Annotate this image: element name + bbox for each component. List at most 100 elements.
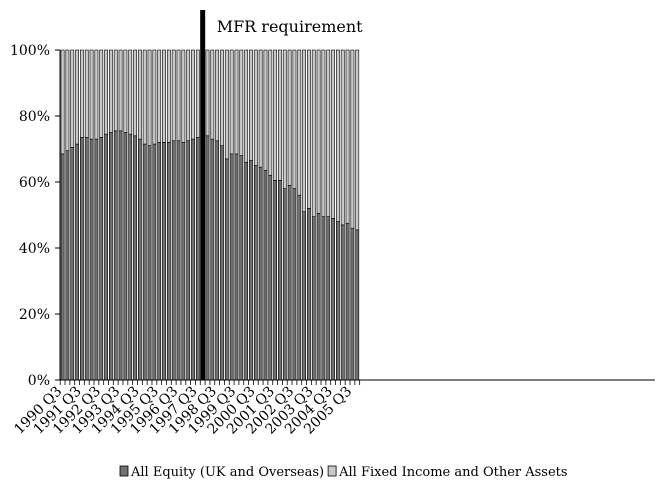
bar-segment-equity bbox=[157, 142, 162, 381]
bar-segment-equity bbox=[355, 229, 360, 381]
bar-segment-equity bbox=[113, 130, 118, 381]
bar-segment-equity bbox=[282, 188, 287, 381]
bar-segment-fixed-income bbox=[302, 49, 307, 212]
bar-segment-fixed-income bbox=[224, 49, 229, 160]
bar-segment-fixed-income bbox=[278, 49, 282, 181]
bar-segment-fixed-income bbox=[176, 49, 181, 142]
y-axis: 0% 20% 40% 60% 80% 100% bbox=[10, 43, 61, 389]
bar-segment-equity bbox=[287, 185, 292, 381]
bar-segment-fixed-income bbox=[340, 49, 345, 226]
bar-segment-equity bbox=[89, 138, 94, 381]
y-tick-label: 80% bbox=[19, 109, 50, 125]
y-tick-label: 20% bbox=[19, 307, 50, 323]
bar-segment-fixed-income bbox=[326, 49, 331, 217]
bar-segment-fixed-income bbox=[355, 49, 360, 231]
bar-segment-equity bbox=[210, 138, 215, 381]
bar-segment-equity bbox=[176, 140, 181, 381]
bar-segment-fixed-income bbox=[220, 49, 224, 146]
bar-segment-fixed-income bbox=[104, 49, 108, 135]
bar-segment-equity bbox=[273, 180, 278, 381]
bar-segment-fixed-income bbox=[345, 49, 350, 224]
bar-segment-fixed-income bbox=[137, 49, 142, 140]
legend-label-fixed-income: All Fixed Income and Other Assets bbox=[338, 465, 567, 480]
bar-segment-fixed-income bbox=[109, 49, 113, 133]
bar-segment-fixed-income bbox=[133, 49, 137, 137]
bar-segment-fixed-income bbox=[350, 49, 355, 229]
bar-segment-equity bbox=[297, 194, 302, 381]
bar-segment-fixed-income bbox=[249, 49, 253, 161]
bar-segment-equity bbox=[133, 135, 137, 381]
bar-segment-equity bbox=[244, 161, 249, 381]
bar-segment-fixed-income bbox=[84, 49, 89, 138]
y-tick-label: 0% bbox=[28, 373, 50, 389]
bar-segment-equity bbox=[80, 137, 84, 381]
bar-segment-equity bbox=[316, 213, 321, 381]
bar-segment-equity bbox=[186, 140, 191, 381]
bar-segment-fixed-income bbox=[162, 49, 166, 143]
bar-segment-equity bbox=[292, 188, 297, 381]
bar-segment-fixed-income bbox=[147, 49, 152, 146]
bar-segment-equity bbox=[278, 180, 282, 381]
bar-segment-fixed-income bbox=[171, 49, 176, 142]
bar-segment-equity bbox=[215, 140, 220, 381]
bar-segment-equity bbox=[268, 175, 273, 381]
bar-segment-equity bbox=[331, 218, 335, 381]
bar-segment-equity bbox=[220, 145, 224, 381]
bar-segment-equity bbox=[321, 216, 326, 381]
bar-segment-equity bbox=[152, 143, 157, 381]
bar-segment-equity bbox=[258, 166, 263, 381]
bar-segment-fixed-income bbox=[70, 49, 75, 148]
legend-swatch-fixed-income bbox=[327, 465, 337, 477]
bar-segment-fixed-income bbox=[229, 49, 234, 155]
bar-segment-fixed-income bbox=[181, 49, 186, 143]
bar-segment-equity bbox=[123, 132, 128, 381]
y-tick-label: 60% bbox=[19, 175, 50, 191]
bar-segment-fixed-income bbox=[210, 49, 215, 140]
bar-segment-fixed-income bbox=[80, 49, 84, 138]
bar-segment-equity bbox=[239, 155, 244, 381]
bar-segment-fixed-income bbox=[191, 49, 195, 140]
bar-segment-equity bbox=[340, 224, 345, 381]
bar-segment-equity bbox=[224, 158, 229, 381]
bar-segment-fixed-income bbox=[166, 49, 171, 143]
bar-segment-equity bbox=[234, 153, 239, 381]
bar-segment-equity bbox=[147, 145, 152, 381]
bar-segment-equity bbox=[162, 142, 166, 381]
bar-segment-fixed-income bbox=[336, 49, 340, 222]
bar-segment-fixed-income bbox=[331, 49, 335, 219]
bar-segment-fixed-income bbox=[152, 49, 157, 145]
bar-segment-fixed-income bbox=[99, 49, 104, 138]
bar-segment-fixed-income bbox=[128, 49, 133, 135]
legend-label-equity: All Equity (UK and Overseas) bbox=[130, 465, 324, 480]
bar-segment-fixed-income bbox=[292, 49, 297, 189]
bar-segment-fixed-income bbox=[263, 49, 268, 171]
y-tick-label: 100% bbox=[10, 43, 50, 59]
bar-segment-fixed-income bbox=[282, 49, 287, 189]
bar-segment-fixed-income bbox=[244, 49, 249, 163]
bar-segment-equity bbox=[109, 132, 113, 381]
bar-segment-fixed-income bbox=[287, 49, 292, 186]
annotation-label: MFR requirement bbox=[217, 17, 363, 36]
bar-segment-fixed-income bbox=[195, 49, 200, 138]
bar-segment-fixed-income bbox=[268, 49, 273, 176]
legend: All Equity (UK and Overseas) All Fixed In… bbox=[119, 465, 568, 480]
bar-segment-equity bbox=[263, 170, 268, 381]
bar-segment-fixed-income bbox=[65, 49, 70, 151]
bar-segment-fixed-income bbox=[186, 49, 191, 142]
bar-segment-equity bbox=[118, 130, 123, 381]
bar-segment-equity bbox=[336, 221, 340, 381]
bar-segment-fixed-income bbox=[123, 49, 128, 133]
bar-segment-equity bbox=[302, 211, 307, 381]
bar-segment-fixed-income bbox=[215, 49, 220, 142]
bar-segment-equity bbox=[191, 138, 195, 381]
bar-segment-equity bbox=[99, 137, 104, 381]
bar-segment-equity bbox=[65, 150, 70, 381]
bar-segment-fixed-income bbox=[60, 49, 65, 155]
bar-segment-equity bbox=[205, 135, 210, 381]
bar-segment-equity bbox=[70, 147, 75, 381]
bar-segment-fixed-income bbox=[113, 49, 118, 132]
bar-segment-fixed-income bbox=[321, 49, 326, 217]
